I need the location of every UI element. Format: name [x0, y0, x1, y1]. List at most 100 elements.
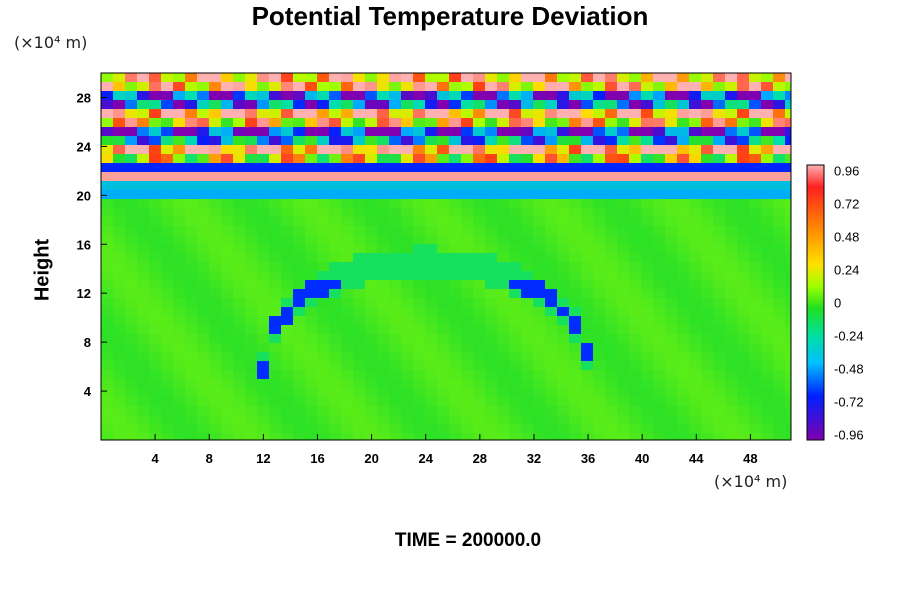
- heatmap-cell: [425, 136, 438, 146]
- heatmap-cell: [737, 163, 750, 173]
- heatmap-cell: [677, 154, 690, 164]
- heatmap-cell: [749, 82, 762, 92]
- heatmap-cell: [101, 208, 114, 218]
- heatmap-cell: [185, 145, 198, 155]
- heatmap-cell: [281, 325, 294, 335]
- heatmap-cell: [425, 298, 438, 308]
- heatmap-cell: [413, 172, 426, 182]
- heatmap-cell: [569, 73, 582, 83]
- heatmap-cell: [749, 136, 762, 146]
- heatmap-cell: [485, 424, 498, 434]
- heatmap-cell: [617, 325, 630, 335]
- heatmap-cell: [317, 424, 330, 434]
- heatmap-cell: [269, 145, 282, 155]
- heatmap-cell: [473, 343, 486, 353]
- heatmap-cell: [389, 226, 402, 236]
- heatmap-cell: [173, 388, 186, 398]
- heatmap-cell: [521, 262, 534, 272]
- heatmap-cell: [773, 433, 786, 440]
- heatmap-cell: [197, 190, 210, 200]
- heatmap-cell: [737, 118, 750, 128]
- heatmap-cell: [545, 190, 558, 200]
- heatmap-cell: [665, 370, 678, 380]
- heatmap-cell: [737, 73, 750, 83]
- heatmap-cell: [341, 118, 354, 128]
- heatmap-cell: [413, 298, 426, 308]
- heatmap-cell: [389, 244, 402, 254]
- heatmap-cell: [113, 208, 126, 218]
- heatmap-cell: [497, 118, 510, 128]
- heatmap-cell: [689, 190, 702, 200]
- heatmap-cell: [293, 91, 306, 101]
- heatmap-cell: [209, 289, 222, 299]
- heatmap-cell: [749, 397, 762, 407]
- x-tick-label: 28: [473, 451, 487, 466]
- heatmap-cell: [737, 181, 750, 191]
- heatmap-cell: [413, 181, 426, 191]
- heatmap-cell: [149, 208, 162, 218]
- heatmap-cell: [569, 280, 582, 290]
- heatmap-cell: [605, 82, 618, 92]
- heatmap-cell: [197, 91, 210, 101]
- heatmap-cell: [545, 217, 558, 227]
- heatmap-cell: [713, 118, 726, 128]
- heatmap-cell: [641, 181, 654, 191]
- heatmap-cell: [785, 154, 791, 164]
- heatmap-cell: [749, 262, 762, 272]
- heatmap-cell: [701, 163, 714, 173]
- heatmap-cell: [389, 208, 402, 218]
- heatmap-cell: [353, 406, 366, 416]
- heatmap-cell: [269, 388, 282, 398]
- heatmap-cell: [281, 73, 294, 83]
- heatmap-cell: [365, 127, 378, 137]
- heatmap-cell: [557, 181, 570, 191]
- heatmap-cell: [521, 244, 534, 254]
- heatmap-cell: [557, 424, 570, 434]
- heatmap-cell: [113, 388, 126, 398]
- heatmap-cell: [185, 136, 198, 146]
- heatmap-cell: [101, 226, 114, 236]
- heatmap-cell: [725, 424, 738, 434]
- heatmap-cell: [701, 82, 714, 92]
- heatmap-cell: [773, 226, 786, 236]
- heatmap-cell: [389, 100, 402, 110]
- heatmap-cell: [245, 343, 258, 353]
- heatmap-cell: [113, 190, 126, 200]
- heatmap-cell: [521, 172, 534, 182]
- heatmap-cell: [653, 352, 666, 362]
- heatmap-cell: [353, 91, 366, 101]
- heatmap-cell: [245, 253, 258, 263]
- heatmap-cell: [689, 163, 702, 173]
- heatmap-cell: [665, 244, 678, 254]
- heatmap-cell: [485, 82, 498, 92]
- heatmap-cell: [233, 388, 246, 398]
- heatmap-cell: [473, 244, 486, 254]
- heatmap-cell: [557, 199, 570, 209]
- heatmap-cell: [725, 244, 738, 254]
- heatmap-cell: [497, 424, 510, 434]
- heatmap-cell: [557, 271, 570, 281]
- heatmap-cell: [353, 361, 366, 371]
- heatmap-cell: [305, 208, 318, 218]
- heatmap-cell: [449, 343, 462, 353]
- heatmap-cell: [677, 433, 690, 440]
- heatmap-cell: [773, 334, 786, 344]
- heatmap-cell: [101, 388, 114, 398]
- heatmap-cell: [677, 343, 690, 353]
- heatmap-cell: [557, 433, 570, 440]
- heatmap-cell: [581, 334, 594, 344]
- heatmap-cell: [629, 343, 642, 353]
- heatmap-cell: [569, 190, 582, 200]
- heatmap-cell: [701, 370, 714, 380]
- heatmap-cell: [785, 118, 791, 128]
- heatmap-cell: [305, 118, 318, 128]
- heatmap-cell: [305, 127, 318, 137]
- heatmap-cell: [533, 100, 546, 110]
- heatmap-cell: [569, 262, 582, 272]
- heatmap-cell: [581, 127, 594, 137]
- heatmap-cell: [485, 370, 498, 380]
- heatmap-cell: [425, 127, 438, 137]
- heatmap-cell: [725, 388, 738, 398]
- heatmap-cell: [641, 226, 654, 236]
- y-tick-label: 20: [77, 188, 91, 203]
